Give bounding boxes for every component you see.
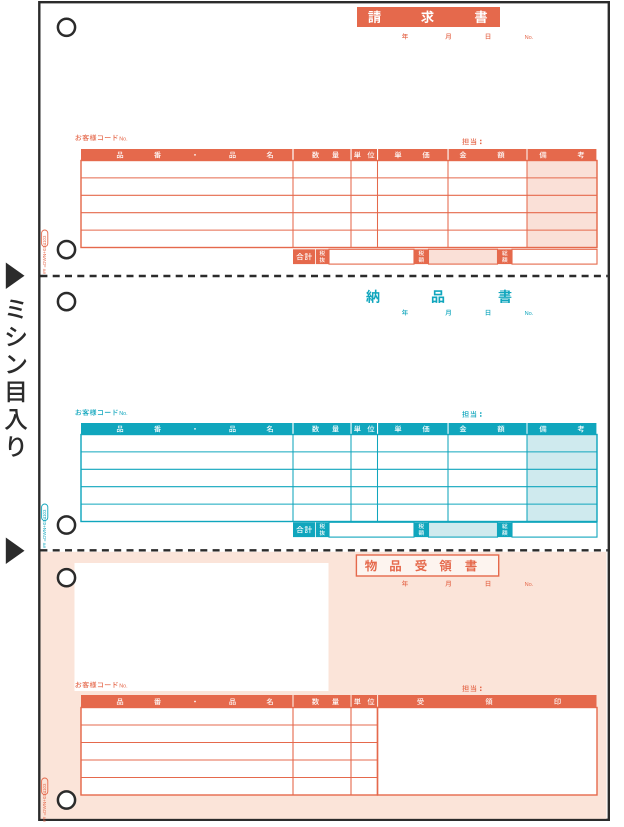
svg-text:##: ## <box>42 542 48 548</box>
svg-text:No.: No. <box>525 311 534 317</box>
svg-text:=DWN+03=: =DWN+03= <box>42 791 47 815</box>
svg-text:1103: 1103 <box>42 509 47 519</box>
svg-text:No.: No. <box>119 683 127 689</box>
svg-text:##: ## <box>42 816 48 822</box>
svg-text:No.: No. <box>525 35 534 41</box>
svg-text:##: ## <box>42 268 48 274</box>
svg-text:No.: No. <box>525 582 534 588</box>
svg-text:No.: No. <box>119 411 127 417</box>
svg-text:1103: 1103 <box>42 783 47 793</box>
svg-text:1103: 1103 <box>42 235 47 245</box>
svg-text:=DWN+03=: =DWN+03= <box>42 243 47 267</box>
svg-text:No.: No. <box>119 136 127 142</box>
svg-text:=DWN+03=: =DWN+03= <box>42 517 47 541</box>
